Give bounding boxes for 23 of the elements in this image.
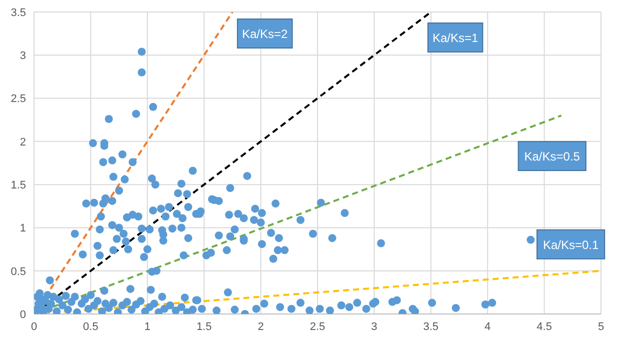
y-tick-label: 1 — [20, 222, 26, 235]
y-tick-label: 2.5 — [10, 93, 26, 106]
series-label: Ka/Ks=0.1 — [542, 238, 599, 252]
y-tick-label: 1.5 — [10, 179, 26, 192]
x-tick-label: 0.5 — [83, 320, 98, 333]
x-tick-label: 4.5 — [536, 320, 552, 333]
x-tick-label: 0 — [30, 320, 38, 333]
y-tick-label: 0 — [20, 308, 26, 321]
x-tick-label: 3.5 — [423, 320, 439, 333]
y-tick-label: 3.5 — [10, 6, 26, 19]
x-tick-label: 5 — [598, 320, 604, 333]
series-label: Ka/Ks=0.5 — [524, 150, 580, 164]
x-tick-label: 2.5 — [310, 320, 326, 333]
y-tick-label: 2 — [20, 136, 26, 148]
series-label: Ka/Ks=1 — [432, 31, 478, 45]
x-tick-label: 4 — [484, 320, 491, 333]
x-tick-label: 2 — [258, 320, 264, 333]
x-tick-label: 3 — [371, 320, 378, 333]
x-tick-label: 1.5 — [196, 320, 212, 333]
y-tick-label: 3 — [20, 50, 26, 62]
series-label: Ka/Ks=2 — [242, 27, 288, 41]
x-tick-label: 1 — [144, 320, 150, 333]
y-tick-label: 0.5 — [10, 266, 26, 278]
